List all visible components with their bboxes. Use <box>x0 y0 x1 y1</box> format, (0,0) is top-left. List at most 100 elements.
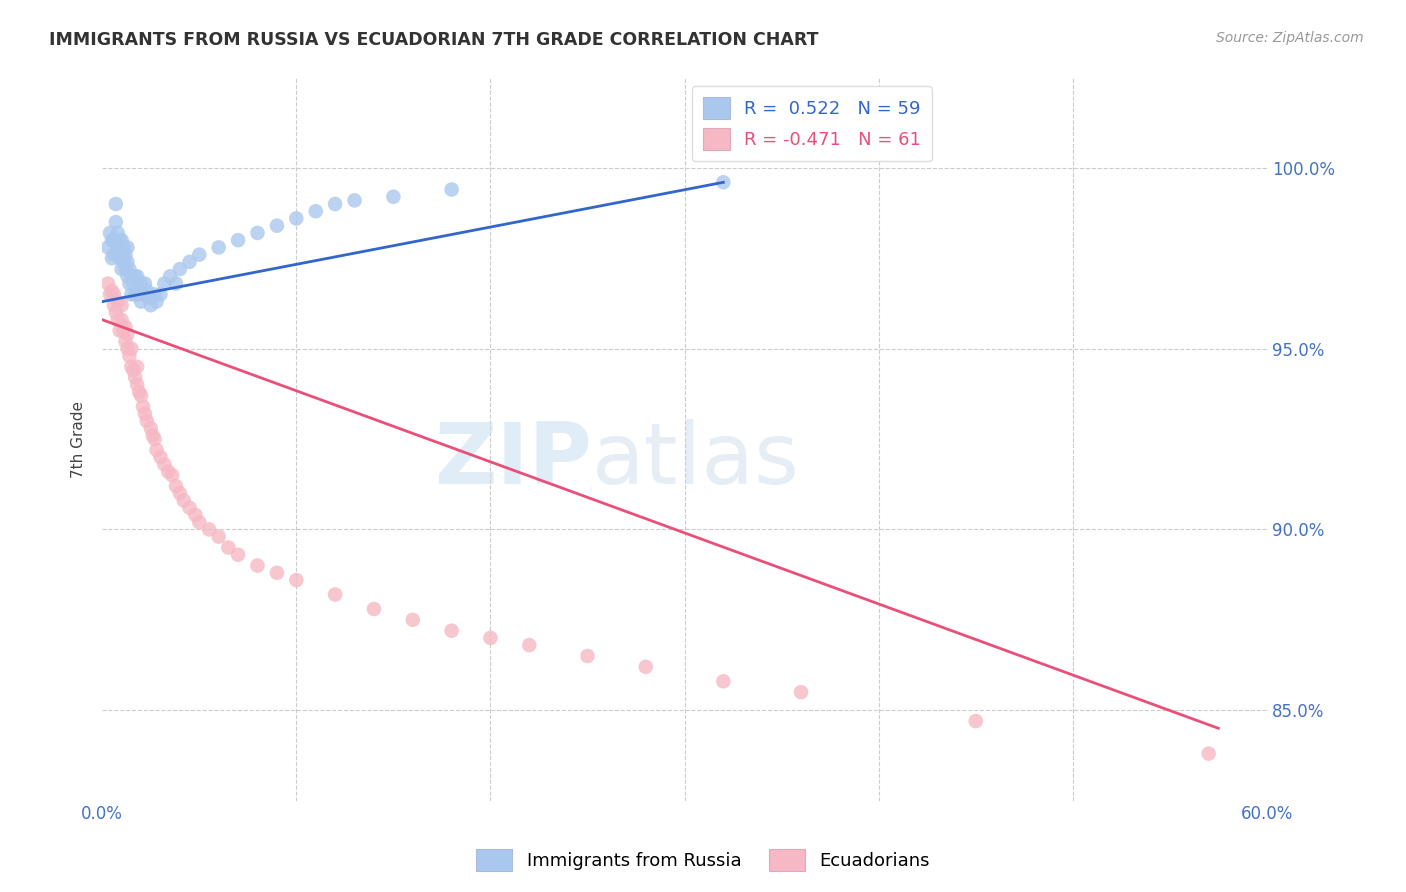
Text: IMMIGRANTS FROM RUSSIA VS ECUADORIAN 7TH GRADE CORRELATION CHART: IMMIGRANTS FROM RUSSIA VS ECUADORIAN 7TH… <box>49 31 818 49</box>
Point <box>117 255 139 269</box>
Point <box>343 194 366 208</box>
Point <box>97 277 120 291</box>
Point <box>104 197 127 211</box>
Point <box>479 631 502 645</box>
Point <box>285 573 308 587</box>
Point <box>132 287 155 301</box>
Point <box>143 432 166 446</box>
Point <box>134 407 156 421</box>
Point <box>114 334 136 349</box>
Point <box>1198 747 1220 761</box>
Point <box>112 255 135 269</box>
Point <box>135 414 157 428</box>
Point <box>517 638 540 652</box>
Point <box>179 500 201 515</box>
Point <box>198 523 221 537</box>
Point <box>129 294 152 309</box>
Point <box>157 465 180 479</box>
Legend: R =  0.522   N = 59, R = -0.471   N = 61: R = 0.522 N = 59, R = -0.471 N = 61 <box>692 87 932 161</box>
Point <box>138 291 160 305</box>
Point <box>402 613 425 627</box>
Point <box>246 558 269 573</box>
Point <box>149 287 172 301</box>
Point <box>117 269 139 284</box>
Point <box>323 197 346 211</box>
Point <box>184 508 207 522</box>
Point <box>217 541 239 555</box>
Point <box>165 479 187 493</box>
Point <box>98 226 121 240</box>
Point <box>124 269 146 284</box>
Point <box>101 284 124 298</box>
Point <box>108 324 131 338</box>
Point <box>128 284 150 298</box>
Point <box>153 458 176 472</box>
Point <box>120 269 142 284</box>
Point <box>179 255 201 269</box>
Point <box>266 566 288 580</box>
Point <box>111 247 134 261</box>
Point <box>122 363 145 377</box>
Point <box>120 359 142 374</box>
Point <box>124 370 146 384</box>
Point <box>98 287 121 301</box>
Point <box>285 211 308 226</box>
Point <box>711 175 734 189</box>
Point <box>127 377 149 392</box>
Point <box>122 277 145 291</box>
Point <box>118 262 141 277</box>
Point <box>118 277 141 291</box>
Legend: Immigrants from Russia, Ecuadorians: Immigrants from Russia, Ecuadorians <box>470 842 936 879</box>
Point <box>124 287 146 301</box>
Point <box>266 219 288 233</box>
Point <box>107 294 129 309</box>
Point <box>440 624 463 638</box>
Point <box>111 312 134 326</box>
Point <box>208 240 231 254</box>
Point <box>107 240 129 254</box>
Point <box>188 247 211 261</box>
Point <box>111 262 134 277</box>
Point <box>127 359 149 374</box>
Point <box>114 262 136 277</box>
Point <box>323 587 346 601</box>
Point <box>112 324 135 338</box>
Point <box>576 648 599 663</box>
Point <box>149 450 172 464</box>
Point <box>226 233 249 247</box>
Y-axis label: 7th Grade: 7th Grade <box>72 401 86 477</box>
Point <box>790 685 813 699</box>
Point <box>440 182 463 196</box>
Point <box>103 298 125 312</box>
Point <box>120 287 142 301</box>
Point <box>101 252 124 266</box>
Point <box>145 442 167 457</box>
Point <box>117 327 139 342</box>
Point <box>159 269 181 284</box>
Point <box>226 548 249 562</box>
Point <box>127 287 149 301</box>
Point <box>139 421 162 435</box>
Point <box>145 294 167 309</box>
Point <box>118 349 141 363</box>
Point <box>117 342 139 356</box>
Point <box>305 204 328 219</box>
Point <box>965 714 987 728</box>
Text: ZIP: ZIP <box>433 419 592 502</box>
Point <box>165 277 187 291</box>
Point <box>104 215 127 229</box>
Point <box>188 515 211 529</box>
Point <box>128 384 150 399</box>
Point <box>173 493 195 508</box>
Point <box>143 287 166 301</box>
Point <box>108 233 131 247</box>
Point <box>111 233 134 247</box>
Point <box>127 269 149 284</box>
Point <box>129 389 152 403</box>
Point <box>160 468 183 483</box>
Text: atlas: atlas <box>592 419 800 502</box>
Point <box>142 428 165 442</box>
Point <box>634 660 657 674</box>
Point <box>103 233 125 247</box>
Point <box>111 298 134 312</box>
